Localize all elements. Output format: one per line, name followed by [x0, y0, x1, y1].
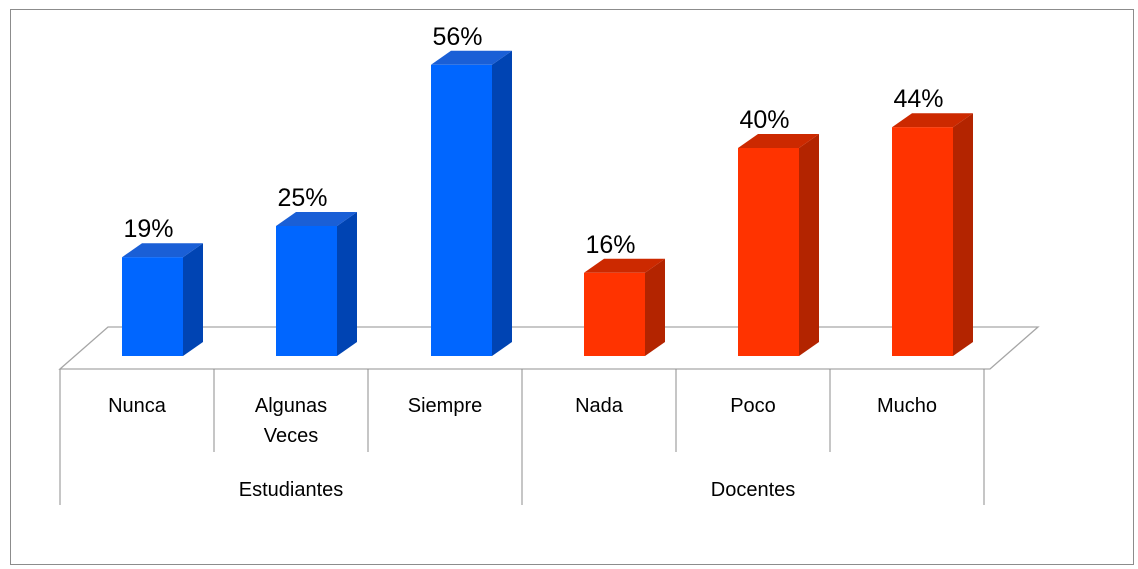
chart-floor [58, 326, 1040, 370]
bar [738, 148, 799, 356]
bar [276, 226, 337, 356]
data-label: 56% [432, 23, 482, 51]
category-label: Algunas [255, 395, 327, 417]
bar [122, 257, 183, 356]
data-label: 16% [585, 231, 635, 259]
bar-side [183, 243, 203, 356]
category-label: Mucho [877, 395, 937, 417]
bar-top [892, 113, 973, 128]
data-label: 40% [739, 106, 789, 134]
bar-top [431, 50, 512, 65]
bar [584, 272, 645, 356]
category-label: Nunca [108, 395, 167, 417]
bar [431, 64, 492, 357]
bar-top [122, 243, 203, 258]
group-label: Docentes [711, 479, 796, 501]
data-label: 19% [123, 215, 173, 243]
bar-side [799, 134, 819, 356]
category-label: Siempre [408, 395, 482, 417]
category-label: Poco [730, 395, 776, 417]
category-label: Veces [264, 425, 318, 447]
category-label: Nada [575, 395, 624, 417]
data-label: 25% [277, 184, 327, 212]
bar-top [584, 258, 665, 273]
bar-side [953, 113, 973, 356]
bar-top [276, 212, 357, 226]
bar [892, 127, 953, 356]
data-label: 44% [893, 85, 943, 113]
bar-top [738, 134, 819, 148]
group-label: Estudiantes [239, 479, 344, 501]
bar-side [492, 50, 512, 357]
bar-side [645, 258, 665, 356]
bar-side [337, 212, 357, 356]
